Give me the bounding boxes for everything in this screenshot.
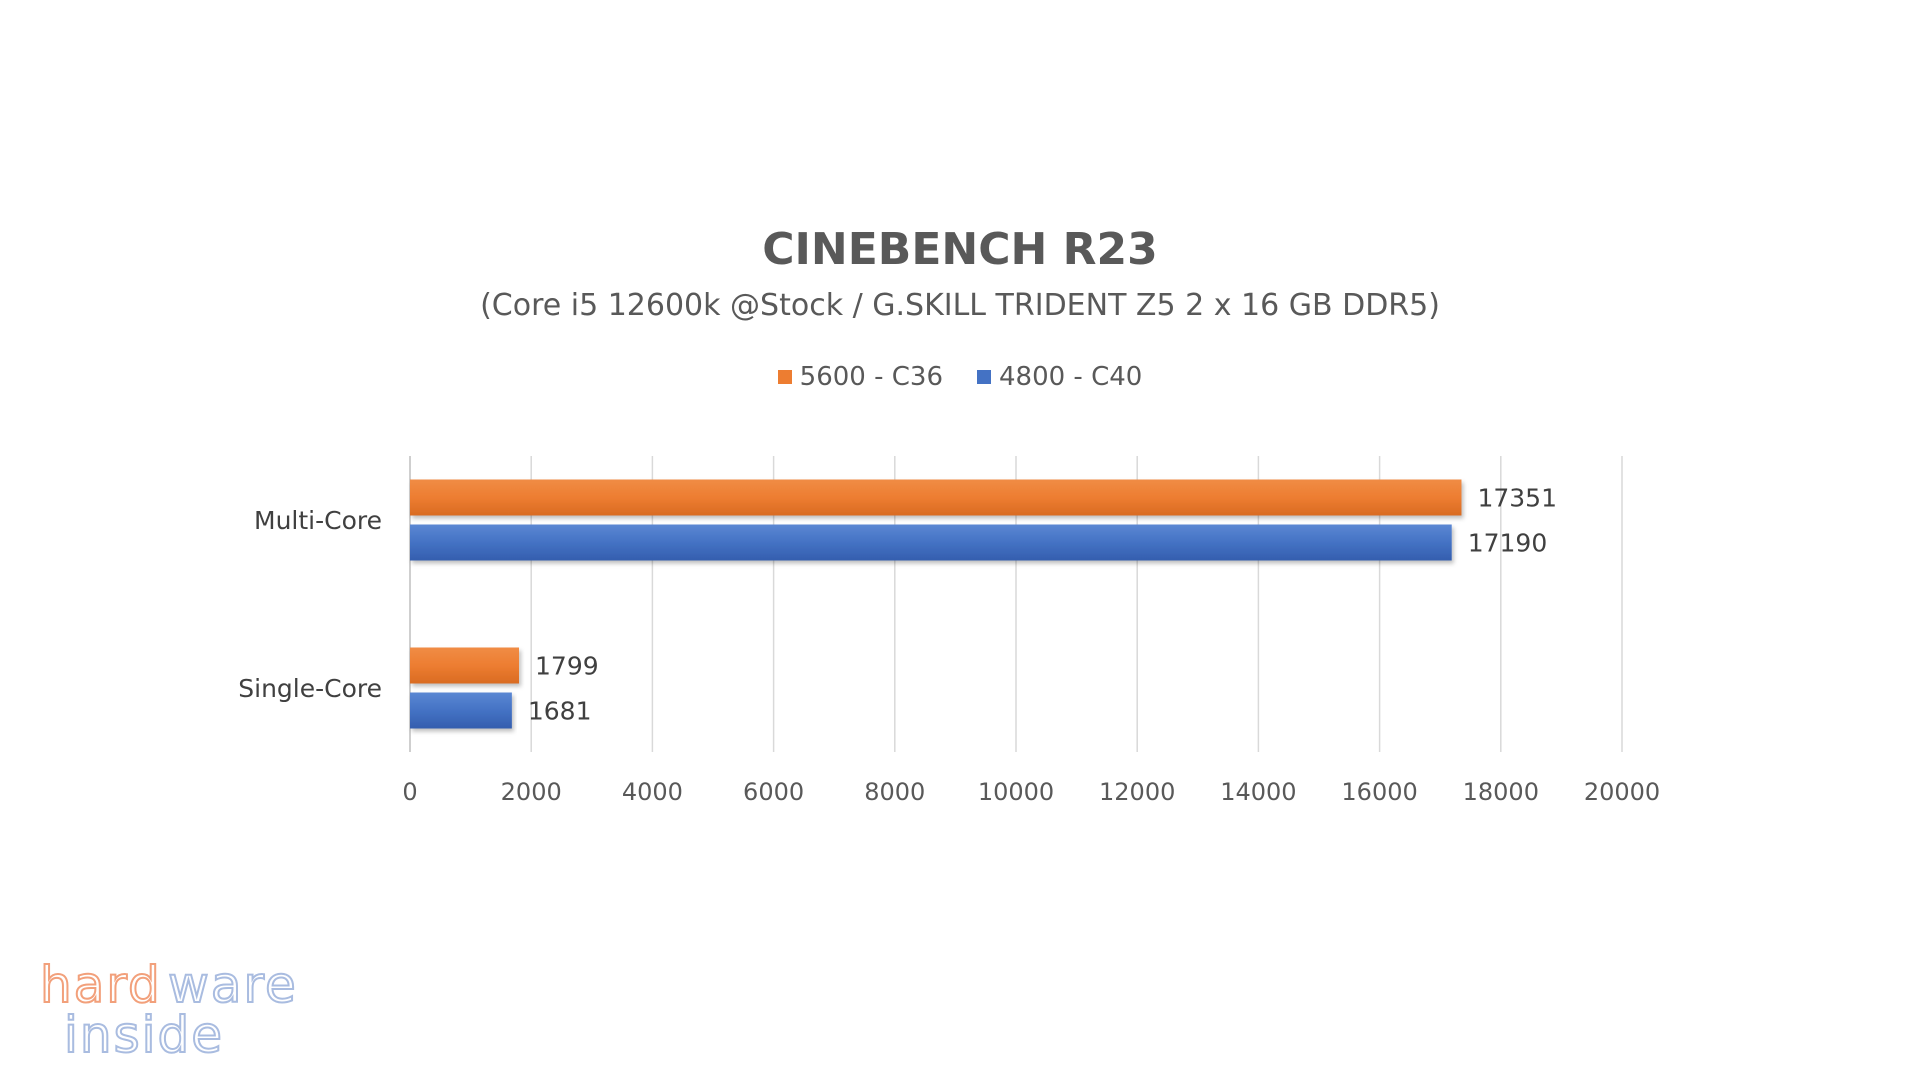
legend-label-series-1: 5600 - C36 bbox=[799, 362, 943, 392]
data-label: 17190 bbox=[1468, 529, 1548, 558]
chart-subtitle: (Core i5 12600k @Stock / G.SKILL TRIDENT… bbox=[480, 288, 1440, 323]
legend-swatch-series-1 bbox=[777, 370, 792, 384]
svg-text:inside: inside bbox=[64, 1006, 224, 1060]
legend-label-series-2: 4800 - C40 bbox=[999, 362, 1143, 392]
x-tick-label: 20000 bbox=[1584, 778, 1660, 806]
x-tick-label: 4000 bbox=[622, 778, 683, 806]
legend-item-series-2: 4800 - C40 bbox=[977, 362, 1142, 392]
x-tick-label: 0 bbox=[402, 778, 417, 806]
bar bbox=[410, 479, 1462, 516]
bar bbox=[410, 692, 512, 729]
legend-item-series-1: 5600 - C36 bbox=[777, 362, 943, 392]
x-tick-label: 6000 bbox=[743, 778, 804, 806]
data-label: 1799 bbox=[535, 652, 599, 681]
legend-swatch-series-2 bbox=[977, 370, 991, 384]
category-label: Single-Core bbox=[238, 674, 382, 703]
bar bbox=[410, 524, 1452, 561]
svg-text:hard: hard bbox=[40, 960, 162, 1014]
x-tick-label: 8000 bbox=[864, 778, 925, 806]
bars bbox=[410, 479, 1462, 729]
hardware-inside-logo: hard ware inside bbox=[40, 960, 298, 1060]
category-label: Multi-Core bbox=[254, 506, 382, 535]
x-tick-label: 16000 bbox=[1341, 778, 1417, 806]
x-tick-label: 18000 bbox=[1463, 778, 1539, 806]
data-label: 1681 bbox=[528, 697, 592, 726]
labels: 0 2000 4000 6000 8000 10000 12000 14000 16000 180… bbox=[238, 484, 1660, 807]
x-tick-label: 12000 bbox=[1099, 778, 1175, 806]
bar bbox=[410, 647, 520, 684]
svg-text:ware: ware bbox=[168, 960, 298, 1014]
x-tick-label: 10000 bbox=[978, 778, 1054, 806]
x-tick-label: 2000 bbox=[501, 778, 562, 806]
x-tick-label: 14000 bbox=[1220, 778, 1296, 806]
chart-legend: 5600 - C36 4800 - C40 bbox=[0, 362, 1920, 392]
chart-title: CINEBENCH R23 bbox=[762, 224, 1158, 275]
data-label: 17351 bbox=[1477, 484, 1557, 513]
